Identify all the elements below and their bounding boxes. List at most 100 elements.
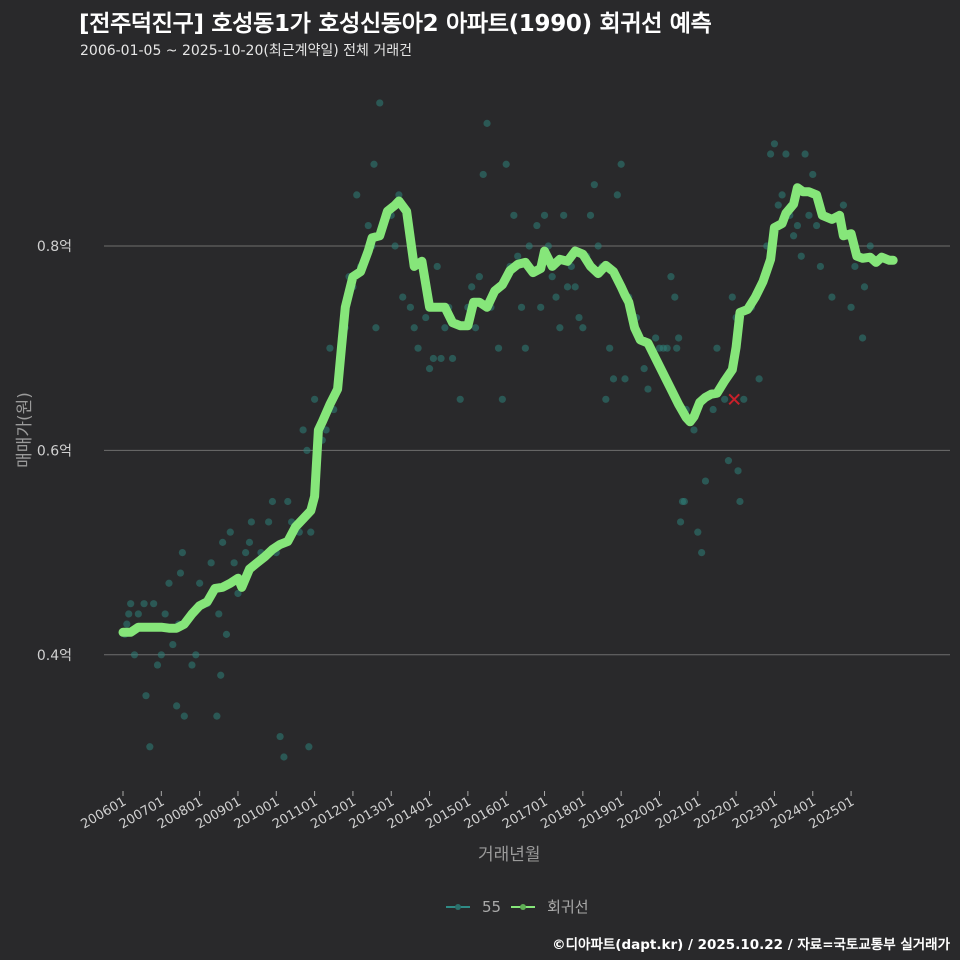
scatter-point — [192, 651, 200, 659]
scatter-point — [391, 242, 399, 250]
scatter-point — [694, 528, 702, 536]
scatter-point — [441, 324, 449, 332]
scatter-point — [797, 252, 805, 260]
scatter-point — [425, 365, 434, 373]
scatter-point — [755, 375, 763, 383]
scatter-point — [502, 160, 510, 168]
scatter-point — [537, 303, 545, 311]
scatter-point — [590, 181, 598, 189]
scatter-point — [322, 426, 330, 434]
scatter-point — [675, 334, 683, 342]
scatter-point — [860, 283, 869, 291]
scatter-point — [176, 569, 185, 577]
scatter-point — [399, 293, 407, 301]
scatter-point — [372, 324, 380, 332]
scatter-point — [305, 743, 313, 751]
scatter-point — [812, 221, 821, 230]
scatter-point — [364, 221, 372, 230]
scatter-point — [215, 610, 223, 618]
scatter-point — [479, 170, 487, 179]
scatter-point — [468, 283, 476, 291]
scatter-point — [268, 497, 277, 506]
scatter-point — [579, 324, 587, 332]
legend-item-regression[interactable]: 회귀선 — [511, 896, 589, 917]
scatter-point — [533, 221, 541, 230]
scatter-point — [169, 640, 177, 649]
scatter-point — [713, 344, 721, 352]
scatter-point — [125, 610, 133, 618]
scatter-point — [127, 600, 135, 608]
scatter-point — [724, 457, 733, 465]
scatter-point — [173, 702, 181, 710]
chart-title: [전주덕진구] 호성동1가 호성신동아2 아파트(1990) 회귀선 예측 — [79, 11, 712, 37]
scatter-point — [326, 344, 334, 352]
scatter-point — [222, 630, 231, 638]
y-axis-label: 매매가(원) — [15, 392, 35, 468]
scatter-point — [548, 273, 556, 281]
scatter-point — [178, 549, 186, 557]
scatter-point — [242, 549, 250, 557]
scatter-point — [247, 518, 255, 526]
scatter-point — [153, 661, 162, 669]
legend-label: 회귀선 — [547, 898, 589, 916]
chart-subtitle: 2006-01-05 ~ 2025-10-20(최근계약일) 전체 거래건 — [80, 43, 412, 59]
scatter-point — [680, 497, 688, 506]
scatter-point — [847, 303, 855, 311]
scatter-point — [311, 395, 319, 403]
scatter-point — [839, 201, 848, 209]
scatter-point — [709, 405, 717, 414]
scatter-point — [767, 150, 775, 158]
scatter-point — [406, 303, 414, 311]
scatter-point — [157, 651, 165, 659]
scatter-point — [778, 191, 786, 199]
scatter-point — [805, 211, 813, 219]
scatter-series-55 — [121, 99, 874, 761]
scatter-point — [652, 334, 660, 342]
scatter-point — [621, 375, 629, 383]
scatter-point — [673, 344, 681, 352]
scatter-point — [307, 528, 315, 536]
scatter-point — [774, 201, 782, 209]
scatter-point — [734, 467, 742, 475]
scatter-point — [560, 211, 568, 219]
scatter-point — [563, 283, 572, 291]
scatter-point — [180, 712, 188, 720]
scatter-point — [851, 262, 859, 271]
scatter-point — [521, 344, 529, 352]
scatter-point — [613, 191, 621, 199]
scatter-point — [475, 273, 483, 281]
scatter-point — [265, 518, 273, 526]
scatter-point — [456, 395, 464, 403]
scatter-point — [644, 385, 652, 393]
scatter-point — [517, 303, 526, 311]
source-footer: ©디아파트(dapt.kr) / 2025.10.22 / 자료=국토교통부 실… — [552, 937, 950, 953]
y-tick-label: 0.8억 — [37, 239, 72, 255]
legend: 55 회귀선 — [446, 896, 599, 917]
scatter-point — [140, 600, 148, 608]
x-axis-ticks: 2006012007012008012009012010012011012012… — [79, 791, 857, 832]
scatter-point — [437, 354, 445, 363]
scatter-point — [234, 589, 242, 598]
scatter-point — [370, 160, 378, 168]
scatter-point — [376, 99, 384, 107]
scatter-point — [858, 334, 867, 342]
regression-line — [118, 183, 898, 637]
scatter-point — [828, 293, 836, 301]
scatter-point — [483, 119, 491, 127]
scatter-point — [395, 191, 403, 199]
legend-item-55[interactable]: 55 — [446, 898, 501, 916]
scatter-point — [429, 354, 437, 363]
scatter-point — [150, 600, 158, 608]
scatter-point — [161, 610, 169, 618]
x-marker-icon — [728, 393, 740, 406]
scatter-point — [793, 221, 802, 230]
scatter-point — [130, 651, 139, 659]
scatter-point — [422, 313, 430, 322]
scatter-point — [414, 344, 422, 352]
grid-lines — [104, 245, 950, 656]
y-axis-ticks: 0.4억 0.6억 0.8억 — [37, 239, 72, 664]
scatter-point — [556, 324, 564, 332]
scatter-point — [284, 497, 292, 506]
scatter-point — [594, 242, 602, 250]
scatter-point — [701, 477, 710, 485]
